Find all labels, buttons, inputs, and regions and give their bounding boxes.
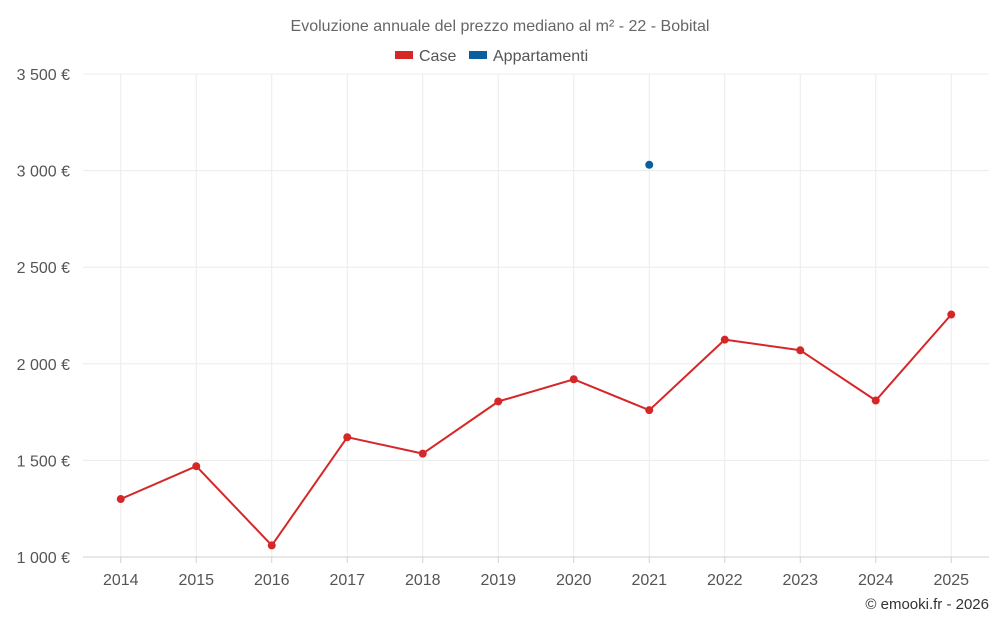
legend-swatch-case <box>395 51 413 59</box>
data-point-case[interactable] <box>343 433 352 442</box>
x-tick-label: 2024 <box>858 572 894 589</box>
y-tick-label: 1 000 € <box>17 550 70 567</box>
x-tick-label: 2023 <box>782 572 818 589</box>
y-tick-label: 1 500 € <box>17 453 70 470</box>
data-point-case[interactable] <box>267 541 276 550</box>
y-tick-label: 2 000 € <box>17 357 70 374</box>
legend-swatch-appartamenti <box>469 51 487 59</box>
legend-label-case[interactable]: Case <box>419 48 456 65</box>
data-point-case[interactable] <box>192 462 201 471</box>
x-tick-label: 2025 <box>933 572 969 589</box>
x-tick-label: 2020 <box>556 572 592 589</box>
legend-label-appartamenti[interactable]: Appartamenti <box>493 48 588 65</box>
data-point-case[interactable] <box>720 335 729 344</box>
data-point-case[interactable] <box>645 406 654 415</box>
data-point-case[interactable] <box>947 310 956 319</box>
x-tick-label: 2014 <box>103 572 139 589</box>
data-point-case[interactable] <box>569 375 578 384</box>
grid <box>83 73 989 557</box>
data-point-case[interactable] <box>494 397 503 406</box>
y-tick-label: 3 500 € <box>17 67 70 84</box>
x-tick-label: 2015 <box>178 572 214 589</box>
data-point-case[interactable] <box>418 449 427 458</box>
x-tick-label: 2021 <box>631 572 667 589</box>
series <box>116 160 956 550</box>
x-tick-label: 2016 <box>254 572 290 589</box>
data-point-case[interactable] <box>796 346 805 355</box>
y-axis: 1 000 € 1 500 € 2 000 € 2 500 € 3 000 € 3 500… <box>17 67 70 567</box>
legend: Case Appartamenti <box>395 48 588 65</box>
data-point-case[interactable] <box>871 396 880 405</box>
y-tick-label: 3 000 € <box>17 164 70 181</box>
series-line-case <box>120 313 953 547</box>
credit: © emooki.fr - 2026 <box>865 596 989 613</box>
data-point-appartamenti[interactable] <box>645 160 654 169</box>
x-tick-label: 2022 <box>707 572 743 589</box>
x-tick-label: 2017 <box>329 572 365 589</box>
x-axis: 2014 2015 2016 2017 2018 2019 2020 2021 2022 2023… <box>83 556 989 589</box>
x-tick-label: 2018 <box>405 572 441 589</box>
chart-title: Evoluzione annuale del prezzo mediano al… <box>291 18 710 35</box>
data-point-case[interactable] <box>116 495 125 504</box>
x-tick-label: 2019 <box>480 572 516 589</box>
y-tick-label: 2 500 € <box>17 260 70 277</box>
